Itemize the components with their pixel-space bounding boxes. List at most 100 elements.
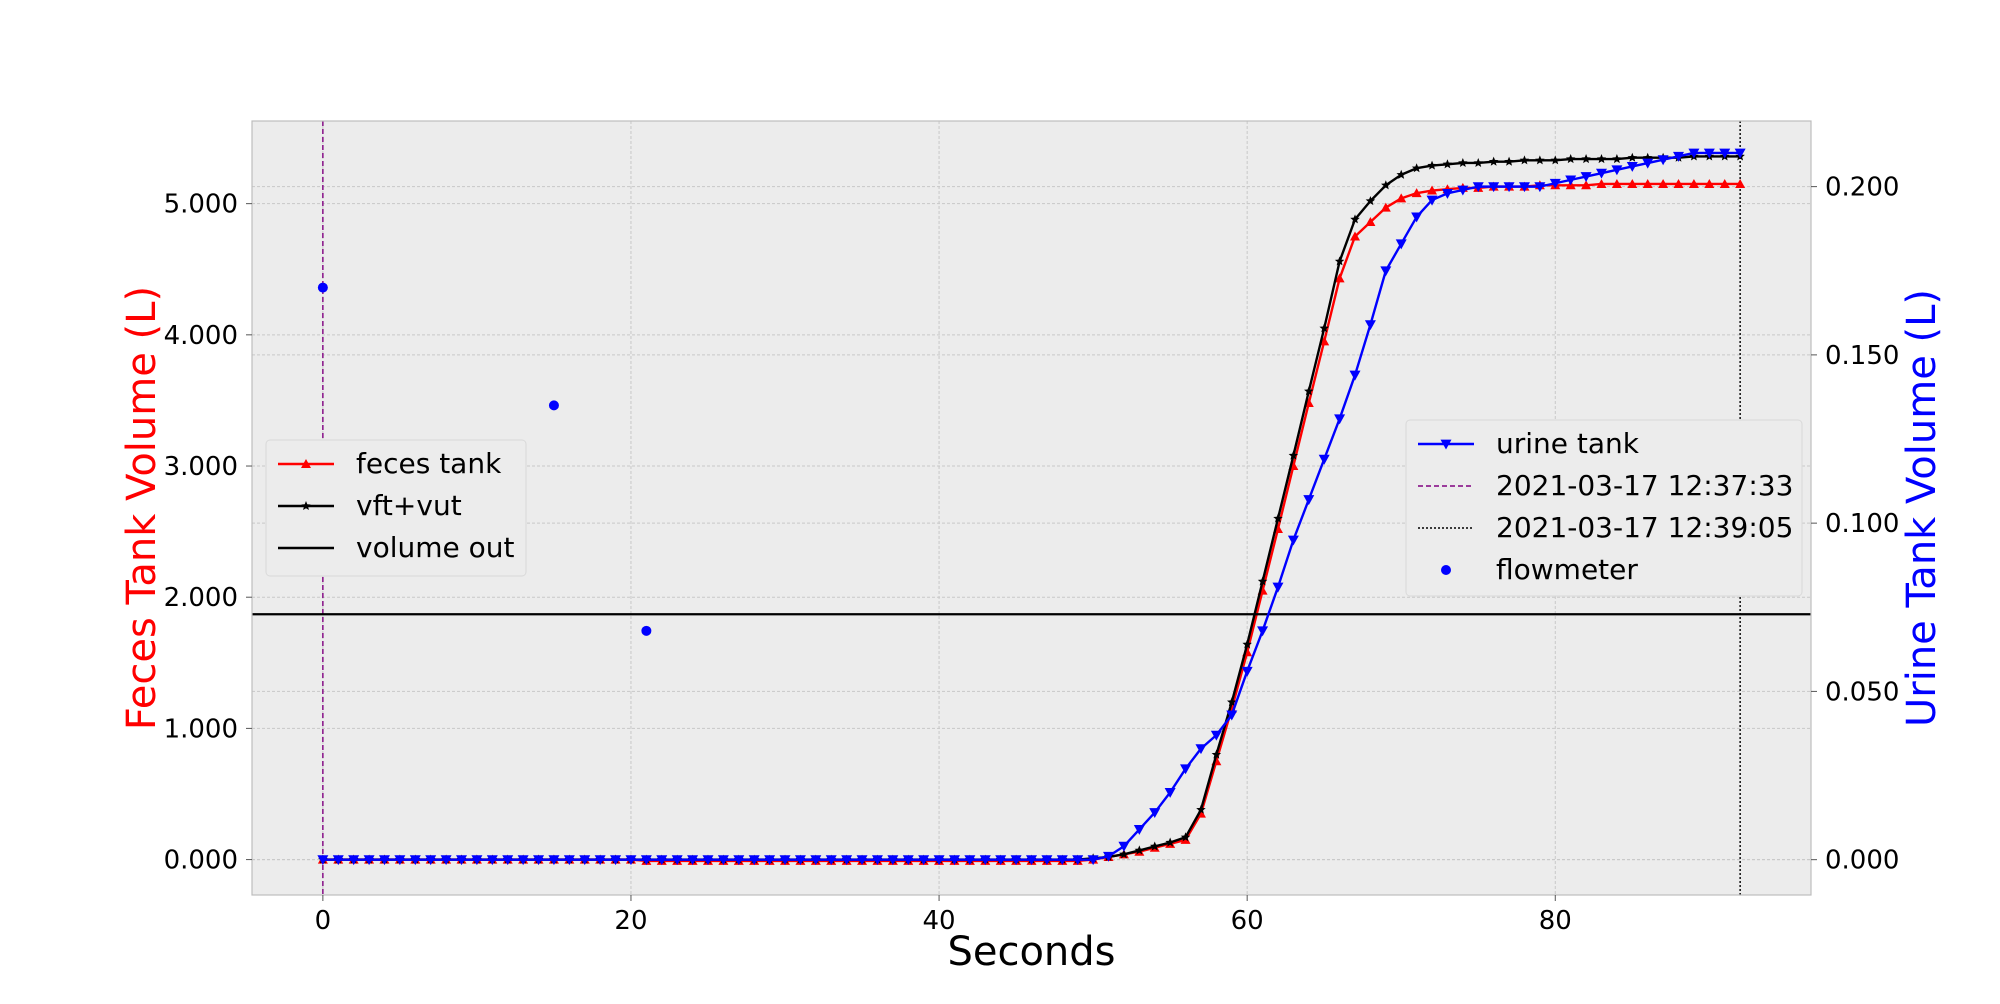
data-point [579,855,591,866]
data-point [1056,855,1068,866]
data-point [979,855,991,866]
legend-swatch-marker [301,459,311,468]
data-point [409,855,421,866]
legend-entry: 2021-03-17 12:39:05 [1418,511,1793,544]
legend-entry: volume out [278,531,515,564]
legend-swatch [1441,565,1451,575]
data-point [1442,159,1453,169]
data-point [764,855,776,866]
legend-entry-label: urine tank [1496,427,1640,460]
data-point [1734,148,1746,159]
data-point [1149,808,1161,819]
data-point [687,855,699,866]
data-point [517,855,529,866]
data-point [1241,666,1253,677]
x-axis-title: Seconds [947,929,1115,975]
data-point [1396,169,1406,179]
y-left-tick-label: 0.000 [164,846,238,876]
data-point [1704,178,1715,188]
data-point [625,855,637,866]
data-point [348,855,360,866]
data-point [332,855,344,866]
data-point [1349,370,1361,381]
data-point [610,855,622,866]
data-point [1458,157,1468,168]
data-point [887,855,899,866]
data-point [1242,639,1252,649]
data-point [1627,152,1638,162]
data-point [1503,182,1515,193]
data-point [502,855,514,866]
data-point [1319,323,1329,333]
data-point [1119,849,1129,859]
legend-entry-label: volume out [356,531,515,564]
data-point [1350,231,1361,241]
legend-layer: feces tank vft+vut volume out urine tank 202… [265,419,1803,597]
legend-entry: flowmeter [1441,553,1638,586]
x-tick-label: 80 [1539,906,1572,936]
data-point [1504,156,1514,166]
data-point [1103,851,1115,862]
data-point [841,855,853,866]
y-right-tick-label: 0.050 [1825,677,1899,707]
data-point [1688,148,1700,159]
data-point [1318,454,1330,465]
data-point [1165,837,1175,847]
data-point [1149,841,1160,851]
data-point [1350,214,1360,224]
data-point [1365,196,1376,206]
data-point [533,855,545,866]
data-point [918,855,930,866]
data-point [378,855,390,866]
data-point [363,855,375,866]
data-point [871,855,883,866]
data-point [1457,185,1469,196]
legend-entry-label: 2021-03-17 12:39:05 [1496,511,1793,544]
data-point [1304,386,1314,396]
data-point [1287,535,1299,546]
data-point [671,855,683,866]
data-point [1657,155,1669,166]
legend-swatch-marker [301,501,311,511]
data-point [779,855,791,866]
data-point [594,855,606,866]
data-point [1581,154,1591,164]
y-axis-title-right: Urine Tank Volume (L) [1899,289,1945,727]
data-point [640,855,652,866]
data-point [548,400,559,411]
data-point [1180,764,1192,775]
x-tick-label: 20 [614,906,647,936]
legend-box [1405,419,1803,597]
data-point [1411,163,1422,173]
data-point [317,282,328,293]
y-left-tick-label: 2.000 [164,583,238,613]
data-point [1072,855,1084,866]
data-point [1365,217,1376,227]
data-point [1642,152,1653,162]
data-point [1612,154,1622,164]
data-point [1257,576,1268,586]
x-tick-label: 40 [923,906,956,936]
legend-entry-label: feces tank [356,447,502,480]
data-point [1381,180,1391,190]
data-point [902,855,914,866]
data-point [1134,845,1145,855]
data-point [1257,626,1269,637]
data-point [1288,450,1299,460]
data-point [1196,804,1206,814]
legend-box [265,439,527,577]
data-point [810,855,822,866]
data-point [733,855,745,866]
data-point [563,855,575,866]
axis-layer: 0 20 40 60 80 0.000 1.000 2.000 3.000 4.000 5.000 0… [119,173,1945,975]
data-point [548,855,560,866]
data-point [1180,832,1191,842]
data-point [717,855,729,866]
data-point [1272,582,1284,593]
data-point [948,855,960,866]
legend-entry-label: 2021-03-17 12:37:33 [1496,469,1793,502]
data-point [794,855,806,866]
data-point [1611,165,1623,176]
data-point [1703,148,1715,159]
